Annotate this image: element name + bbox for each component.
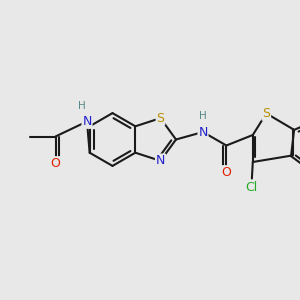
Text: S: S: [262, 107, 270, 120]
Text: Cl: Cl: [245, 181, 257, 194]
Text: N: N: [156, 154, 165, 167]
Text: H: H: [78, 101, 86, 111]
Text: O: O: [51, 157, 60, 170]
Text: H: H: [199, 111, 207, 122]
Text: O: O: [221, 166, 231, 179]
Text: N: N: [198, 125, 208, 139]
Text: S: S: [157, 112, 164, 124]
Text: N: N: [82, 115, 92, 128]
